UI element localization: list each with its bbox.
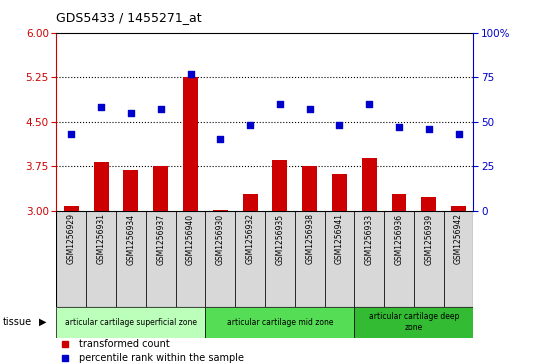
Bar	[116, 211, 146, 307]
Point	[365, 101, 373, 107]
Text: GSM1256941: GSM1256941	[335, 213, 344, 264]
Point	[335, 122, 344, 128]
Text: GSM1256934: GSM1256934	[126, 213, 136, 265]
Bar	[206, 211, 235, 307]
Text: GSM1256929: GSM1256929	[67, 213, 76, 264]
Bar	[295, 211, 324, 307]
Bar	[265, 211, 295, 307]
Bar	[183, 77, 198, 211]
Bar	[146, 211, 175, 307]
Point	[186, 71, 195, 77]
Point	[216, 136, 224, 142]
Point	[395, 124, 404, 130]
Point	[424, 126, 433, 132]
Point	[246, 122, 254, 128]
Bar	[56, 211, 86, 307]
Point	[97, 105, 105, 110]
Bar	[243, 194, 258, 211]
Text: GSM1256938: GSM1256938	[305, 213, 314, 264]
Text: articular cartilage deep
zone: articular cartilage deep zone	[369, 313, 459, 332]
Text: articular cartilage superficial zone: articular cartilage superficial zone	[65, 318, 197, 327]
Text: ▶: ▶	[39, 317, 47, 327]
Bar	[153, 166, 168, 211]
Bar	[392, 194, 406, 211]
Point	[454, 131, 463, 137]
Bar	[56, 307, 206, 338]
Bar	[384, 211, 414, 307]
Text: GSM1256936: GSM1256936	[394, 213, 404, 265]
Bar	[213, 210, 228, 211]
Bar	[302, 166, 317, 211]
Bar	[272, 160, 287, 211]
Bar	[421, 197, 436, 211]
Bar	[124, 170, 138, 211]
Text: GSM1256939: GSM1256939	[424, 213, 433, 265]
Text: articular cartilage mid zone: articular cartilage mid zone	[226, 318, 333, 327]
Text: GSM1256933: GSM1256933	[365, 213, 374, 265]
Bar	[355, 211, 384, 307]
Text: transformed count: transformed count	[80, 339, 170, 349]
Bar	[414, 211, 444, 307]
Point	[157, 106, 165, 112]
Text: GSM1256935: GSM1256935	[275, 213, 285, 265]
Point	[306, 106, 314, 112]
Bar	[444, 211, 473, 307]
Bar	[206, 307, 355, 338]
Bar	[86, 211, 116, 307]
Bar	[235, 211, 265, 307]
Point	[126, 110, 135, 115]
Text: tissue: tissue	[3, 317, 32, 327]
Bar	[362, 158, 377, 211]
Point	[275, 101, 284, 107]
Text: percentile rank within the sample: percentile rank within the sample	[80, 353, 244, 363]
Text: GSM1256937: GSM1256937	[156, 213, 165, 265]
Bar	[64, 206, 79, 211]
Text: GSM1256942: GSM1256942	[454, 213, 463, 264]
Bar	[451, 206, 466, 211]
Bar	[332, 174, 347, 211]
Text: GSM1256930: GSM1256930	[216, 213, 225, 265]
Text: GDS5433 / 1455271_at: GDS5433 / 1455271_at	[56, 11, 202, 24]
Text: GSM1256931: GSM1256931	[97, 213, 105, 264]
Bar	[175, 211, 206, 307]
Text: GSM1256932: GSM1256932	[245, 213, 254, 264]
Bar	[94, 162, 109, 211]
Text: GSM1256940: GSM1256940	[186, 213, 195, 265]
Point	[67, 131, 76, 137]
Bar	[324, 211, 355, 307]
Bar	[355, 307, 473, 338]
